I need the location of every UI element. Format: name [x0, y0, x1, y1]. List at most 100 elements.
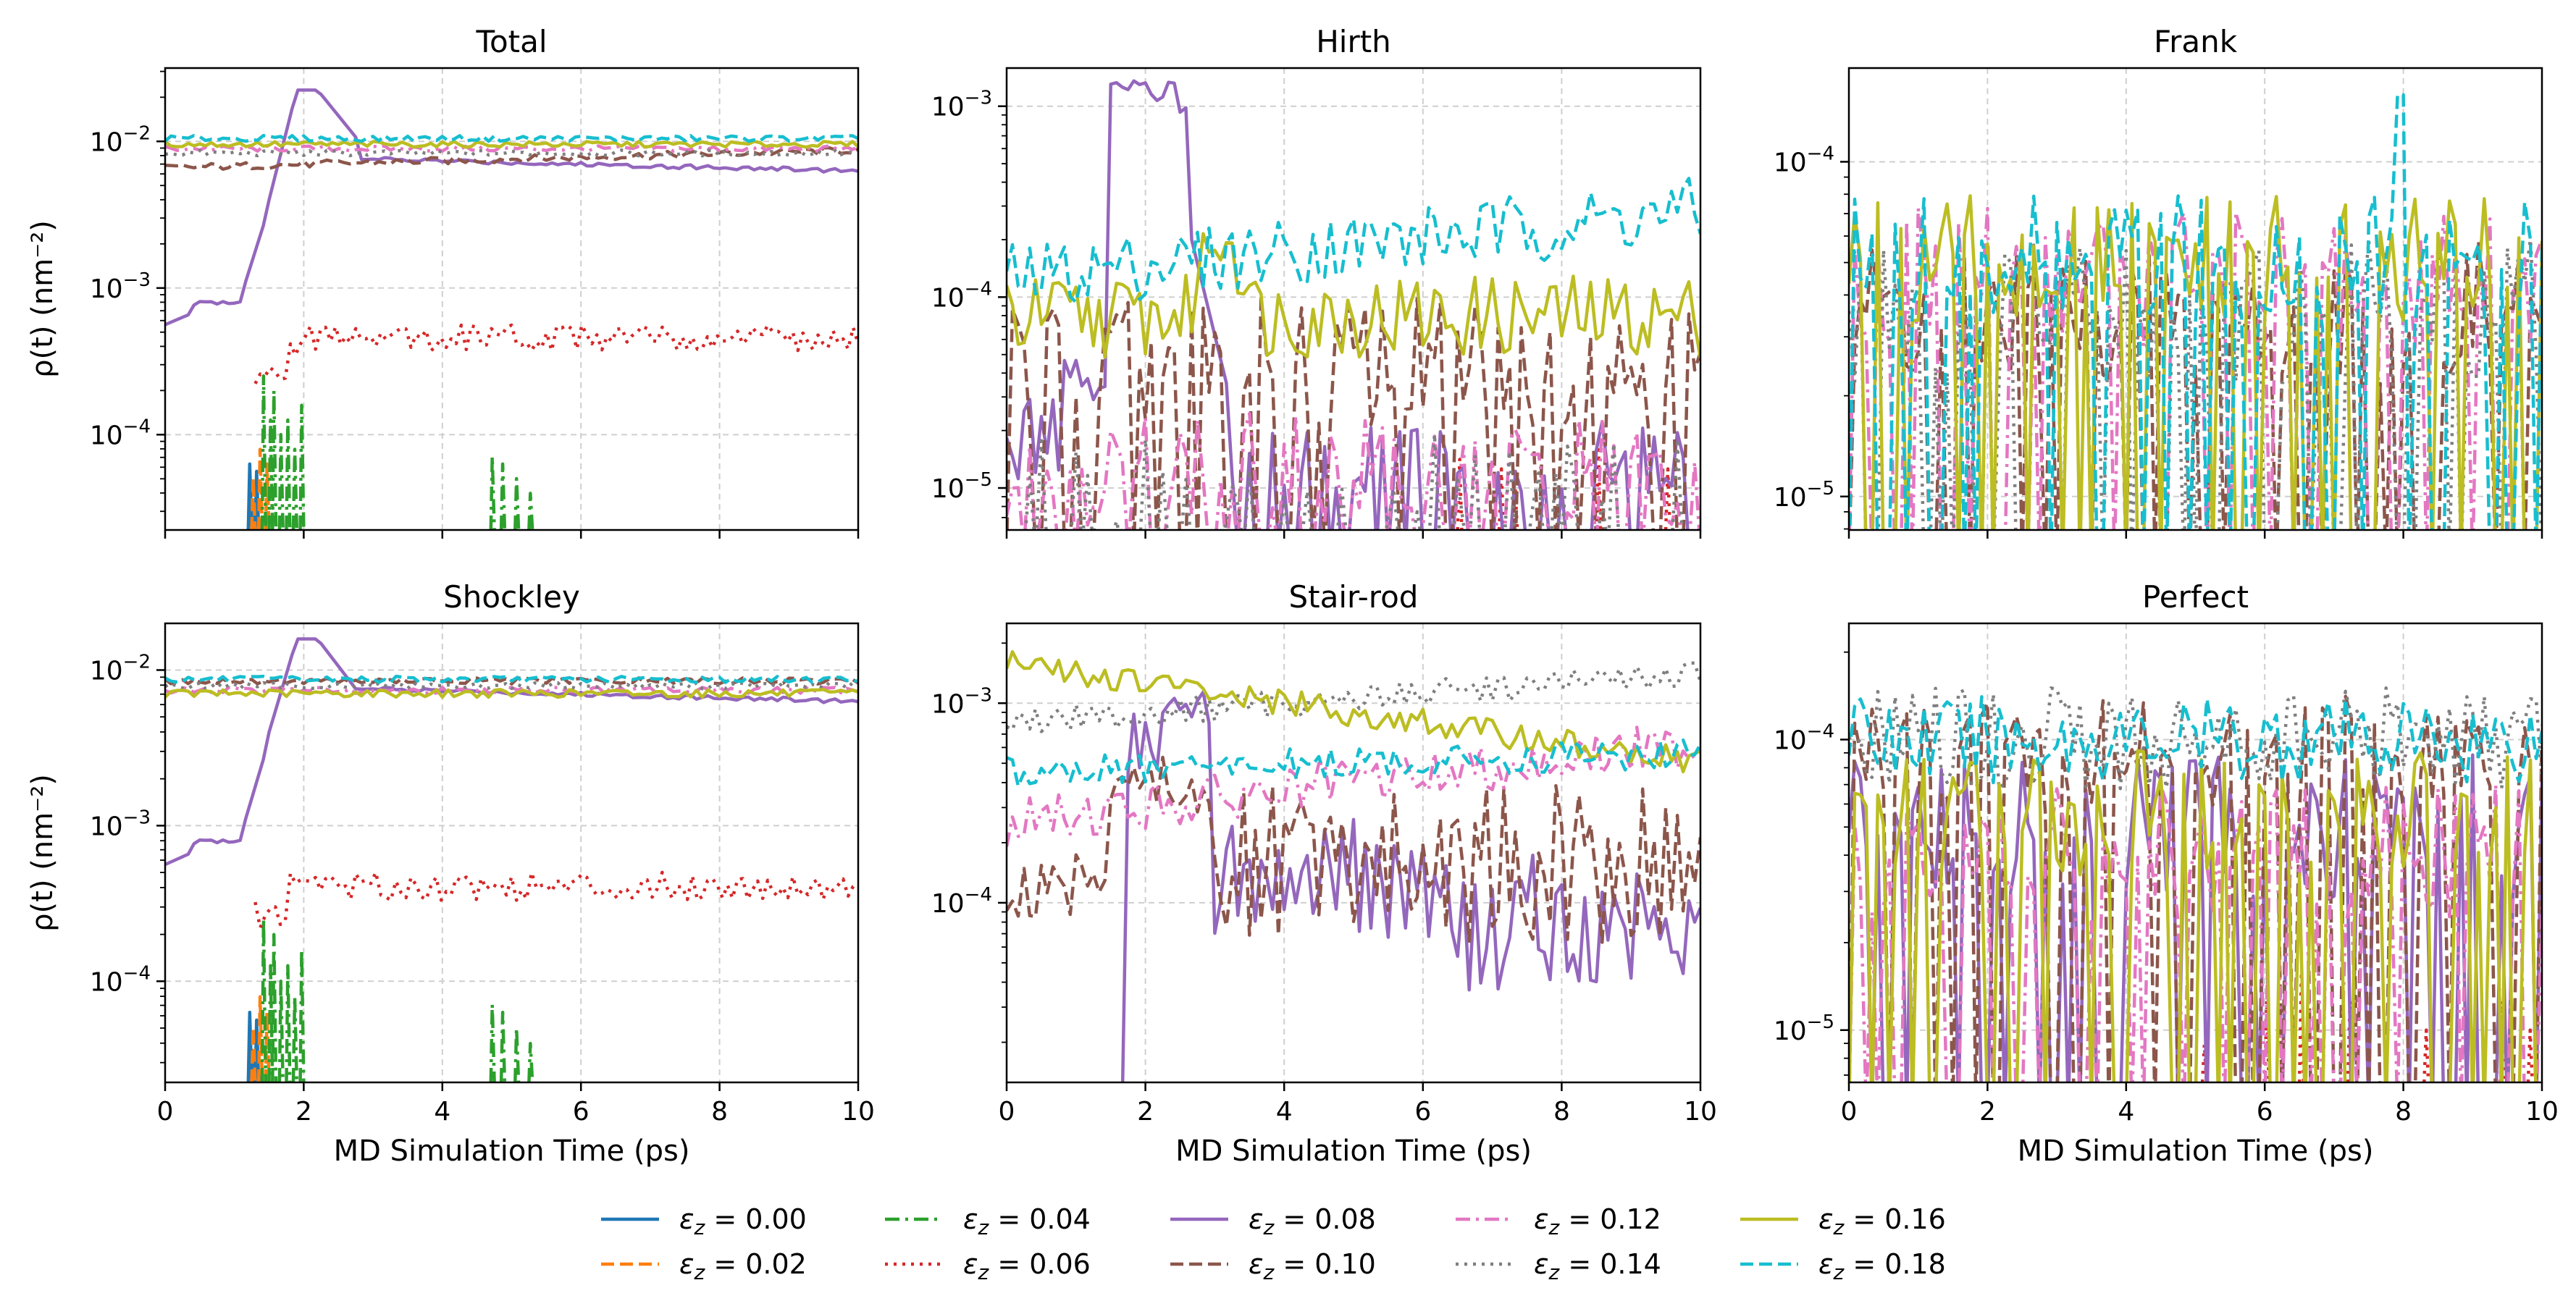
y-tick-label: 10−4: [931, 278, 992, 313]
series-line: [165, 681, 858, 691]
series-line: [264, 462, 271, 530]
y-tick-label: 10−4: [90, 962, 151, 997]
axes-frame: [1847, 622, 2543, 1084]
y-axis-label: ρ(t) (nm⁻²): [26, 220, 59, 378]
series-line: [489, 1003, 496, 1082]
legend-item: εz = 0.04: [885, 1203, 1091, 1239]
legend-label: εz = 0.10: [1249, 1248, 1376, 1284]
y-tick-label: 10−5: [931, 469, 992, 504]
series-line: [165, 144, 858, 153]
series-line: [253, 323, 858, 384]
y-tick-label: 10−3: [931, 88, 992, 122]
series-line: [256, 995, 264, 1082]
series-line: [1456, 458, 1464, 530]
series-line: [513, 1026, 521, 1082]
series-line: [250, 476, 257, 530]
panel-title: Frank: [2154, 24, 2238, 59]
panel-title: Total: [475, 24, 547, 59]
legend-item: εz = 0.14: [1456, 1248, 1661, 1284]
series-line: [285, 418, 292, 530]
x-tick-label: 8: [2395, 1097, 2412, 1127]
series-line: [1120, 690, 1700, 1082]
x-tick-label: 6: [2257, 1097, 2273, 1127]
legend-label: εz = 0.08: [1249, 1203, 1376, 1239]
x-tick-label: 4: [2118, 1097, 2134, 1127]
panel-title: Hirth: [1316, 24, 1391, 59]
series-line: [513, 476, 521, 530]
series-line: [499, 1011, 507, 1082]
y-tick-label: 10−2: [90, 651, 151, 686]
x-tick-label: 10: [842, 1097, 875, 1127]
series-line: [2346, 999, 2354, 1082]
series-line: [277, 980, 285, 1082]
x-tick-label: 4: [434, 1097, 450, 1127]
series-line: [271, 933, 278, 1082]
legend-label: εz = 0.00: [679, 1203, 807, 1239]
y-tick-label: 10−3: [931, 684, 992, 719]
panel-perfect: 0 2 4 6 8 10 10−5 10−4 Perfect MD Simulation Time…: [1774, 579, 2559, 1168]
panel-title: Stair-rod: [1289, 579, 1419, 615]
series-line: [1007, 661, 1700, 733]
legend-label: εz = 0.14: [1534, 1248, 1661, 1284]
axes-frame: [164, 67, 860, 531]
series-line: [1664, 467, 1672, 530]
x-tick-label: 2: [1137, 1097, 1154, 1127]
series-line: [1849, 695, 2542, 785]
series-line: [1007, 296, 1700, 530]
series-line: [165, 637, 858, 867]
x-tick-label: 6: [1414, 1097, 1431, 1127]
series-line: [1007, 411, 1700, 530]
series-line: [1849, 749, 2538, 1082]
series-line: [260, 917, 268, 1082]
series-line: [165, 676, 858, 686]
legend-item: εz = 0.18: [1740, 1248, 1946, 1284]
series-line: [256, 447, 264, 530]
x-tick-label: 8: [1553, 1097, 1570, 1127]
x-tick-label: 2: [1979, 1097, 1996, 1127]
series-line: [1007, 725, 1700, 847]
legend-item: εz = 0.08: [1170, 1203, 1376, 1239]
x-axis-label: MD Simulation Time (ps): [2018, 1135, 2374, 1168]
series-line: [2422, 1028, 2430, 1082]
x-tick-label: 10: [2525, 1097, 2559, 1127]
legend-label: εz = 0.02: [679, 1248, 807, 1284]
series-line: [291, 995, 299, 1082]
x-tick-label: 10: [1684, 1097, 1717, 1127]
panel-total: 10−4 10−3 10−2 Total ρ(t) (nm⁻²): [26, 24, 860, 539]
legend-label: εz = 0.12: [1534, 1203, 1661, 1239]
y-tick-label: 10−3: [90, 269, 151, 304]
series-line: [165, 688, 858, 699]
legend-item: εz = 0.10: [1170, 1248, 1376, 1284]
series-line: [527, 492, 534, 530]
panel-hirth: 10−5 10−4 10−3 Hirth: [931, 24, 1702, 539]
y-axis-label: ρ(t) (nm⁻²): [26, 774, 59, 932]
y-tick-label: 10−4: [1774, 143, 1834, 177]
series-line: [2526, 1028, 2534, 1082]
series-line: [1849, 93, 2542, 530]
y-tick-label: 10−4: [90, 416, 151, 450]
x-tick-label: 6: [573, 1097, 590, 1127]
legend-item: εz = 0.06: [885, 1248, 1091, 1284]
series-line: [271, 389, 278, 530]
series-line: [527, 1042, 534, 1082]
panel-title: Perfect: [2142, 579, 2249, 615]
x-axis-label: MD Simulation Time (ps): [1175, 1135, 1532, 1168]
x-tick-label: 8: [711, 1097, 728, 1127]
panel-shockley: 0 2 4 6 8 10 10−4 10−3 10−2 Shockley MD Simulation…: [26, 579, 875, 1168]
y-tick-label: 10−5: [1774, 1011, 1834, 1046]
series-line: [298, 948, 306, 1082]
series-line: [285, 964, 292, 1082]
y-tick-label: 10−4: [1774, 721, 1834, 756]
series-line: [165, 140, 858, 149]
series-line: [165, 674, 858, 684]
x-tick-label: 0: [1841, 1097, 1858, 1127]
legend-label: εz = 0.04: [963, 1203, 1091, 1239]
legend-item: εz = 0.00: [601, 1203, 807, 1239]
axes-frame: [1005, 67, 1702, 531]
series-line: [1849, 783, 2542, 1082]
panel-frank: 10−5 10−4 Frank: [1774, 24, 2543, 539]
series-line: [165, 148, 858, 158]
legend-item: εz = 0.02: [601, 1248, 807, 1284]
series-line: [165, 88, 858, 327]
